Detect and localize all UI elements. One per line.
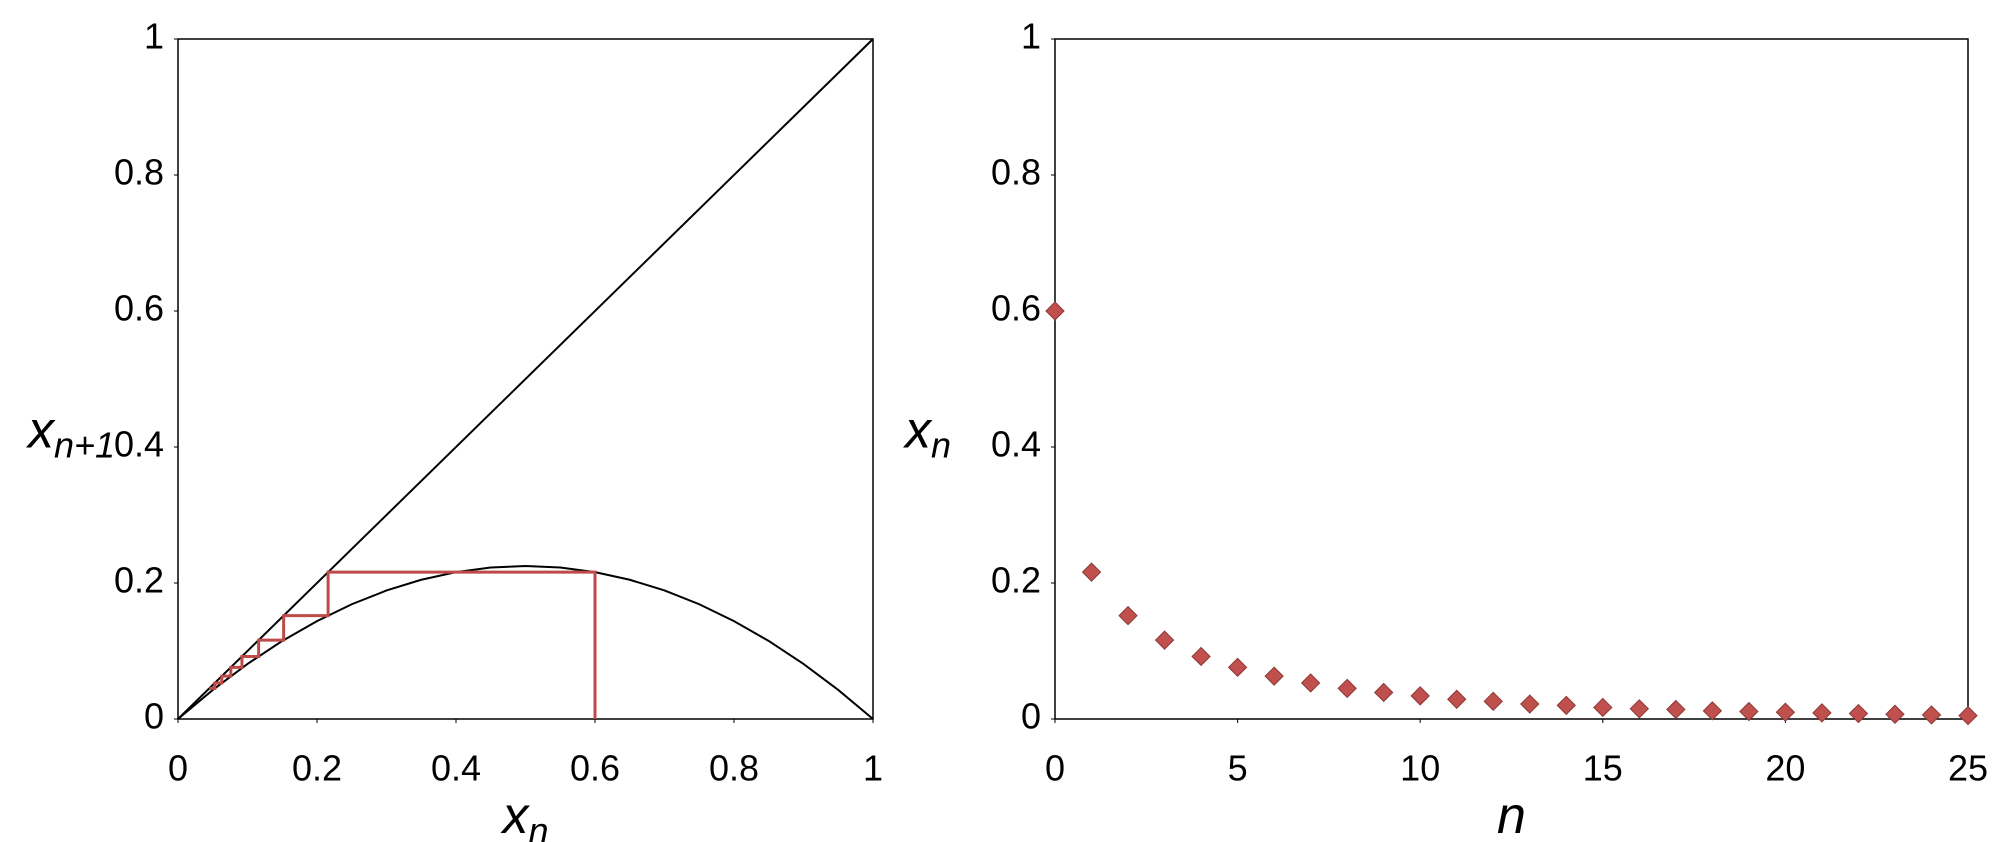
axis-title-base: x bbox=[25, 401, 56, 459]
y-tick-label: 0.8 bbox=[991, 152, 1041, 193]
axis-title: xn bbox=[499, 787, 548, 842]
y-tick-label: 0.2 bbox=[114, 560, 164, 601]
axis-title: xn+1 bbox=[25, 401, 115, 465]
point bbox=[1739, 701, 1759, 722]
point bbox=[1666, 699, 1686, 720]
y-tick-label: 0.4 bbox=[991, 424, 1041, 465]
y-tick-label: 0 bbox=[144, 696, 164, 737]
point bbox=[1191, 646, 1211, 667]
y-tick-label: 0.4 bbox=[114, 424, 164, 465]
point bbox=[1921, 705, 1942, 725]
point bbox=[1118, 605, 1138, 626]
axis-title-base: x bbox=[499, 787, 530, 842]
x-tick-label: 0.4 bbox=[431, 748, 481, 789]
point bbox=[1885, 704, 1905, 724]
point bbox=[1702, 701, 1723, 721]
point bbox=[1264, 666, 1284, 686]
point bbox=[1629, 699, 1650, 719]
x-tick-label: 0.2 bbox=[292, 748, 342, 789]
axis-title-base: n bbox=[1497, 787, 1526, 842]
x-tick-label: 0 bbox=[168, 748, 188, 789]
series-line bbox=[177, 564, 874, 720]
point bbox=[1593, 697, 1613, 718]
x-tick-label: 1 bbox=[863, 748, 883, 789]
point bbox=[1337, 678, 1357, 699]
x-tick-label: 0.6 bbox=[570, 748, 620, 789]
point bbox=[1848, 703, 1869, 724]
point bbox=[1775, 702, 1796, 722]
x-tick-label: 0 bbox=[1045, 748, 1065, 789]
point bbox=[1373, 682, 1394, 703]
series-line bbox=[209, 570, 597, 719]
y-tick-label: 0.6 bbox=[991, 288, 1041, 329]
y-tick-label: 0.6 bbox=[114, 288, 164, 329]
x-tick-label: 20 bbox=[1765, 748, 1805, 789]
point bbox=[1812, 703, 1832, 723]
point bbox=[1227, 657, 1248, 678]
y-tick-label: 0 bbox=[1021, 696, 1041, 737]
axis-title-sub: n bbox=[528, 810, 548, 842]
axis-title-sub: n bbox=[931, 424, 951, 465]
y-tick-label: 0.2 bbox=[991, 560, 1041, 601]
point bbox=[1958, 705, 1978, 726]
point bbox=[1081, 562, 1102, 582]
y-tick-label: 1 bbox=[144, 16, 164, 57]
plot-frame bbox=[1054, 38, 1969, 720]
point bbox=[1556, 695, 1576, 716]
point bbox=[1154, 630, 1175, 650]
y-tick-label: 0.8 bbox=[114, 152, 164, 193]
y-tick-label: 1 bbox=[1021, 16, 1041, 57]
x-tick-label: 15 bbox=[1583, 748, 1623, 789]
plot-frame bbox=[177, 38, 874, 720]
x-tick-label: 5 bbox=[1228, 748, 1248, 789]
series-line bbox=[177, 38, 874, 720]
axis-title-base: x bbox=[902, 401, 933, 459]
x-tick-label: 10 bbox=[1400, 748, 1440, 789]
point bbox=[1045, 301, 1065, 321]
x-tick-label: 25 bbox=[1948, 748, 1988, 789]
axis-title: xn bbox=[902, 401, 951, 465]
axis-title-sub: n+1 bbox=[54, 424, 115, 465]
point bbox=[1520, 694, 1540, 714]
point bbox=[1483, 691, 1503, 712]
x-tick-label: 0.8 bbox=[709, 748, 759, 789]
point bbox=[1410, 686, 1430, 706]
point bbox=[1300, 673, 1321, 693]
axis-title: n bbox=[1497, 787, 1526, 842]
point bbox=[1447, 689, 1467, 709]
